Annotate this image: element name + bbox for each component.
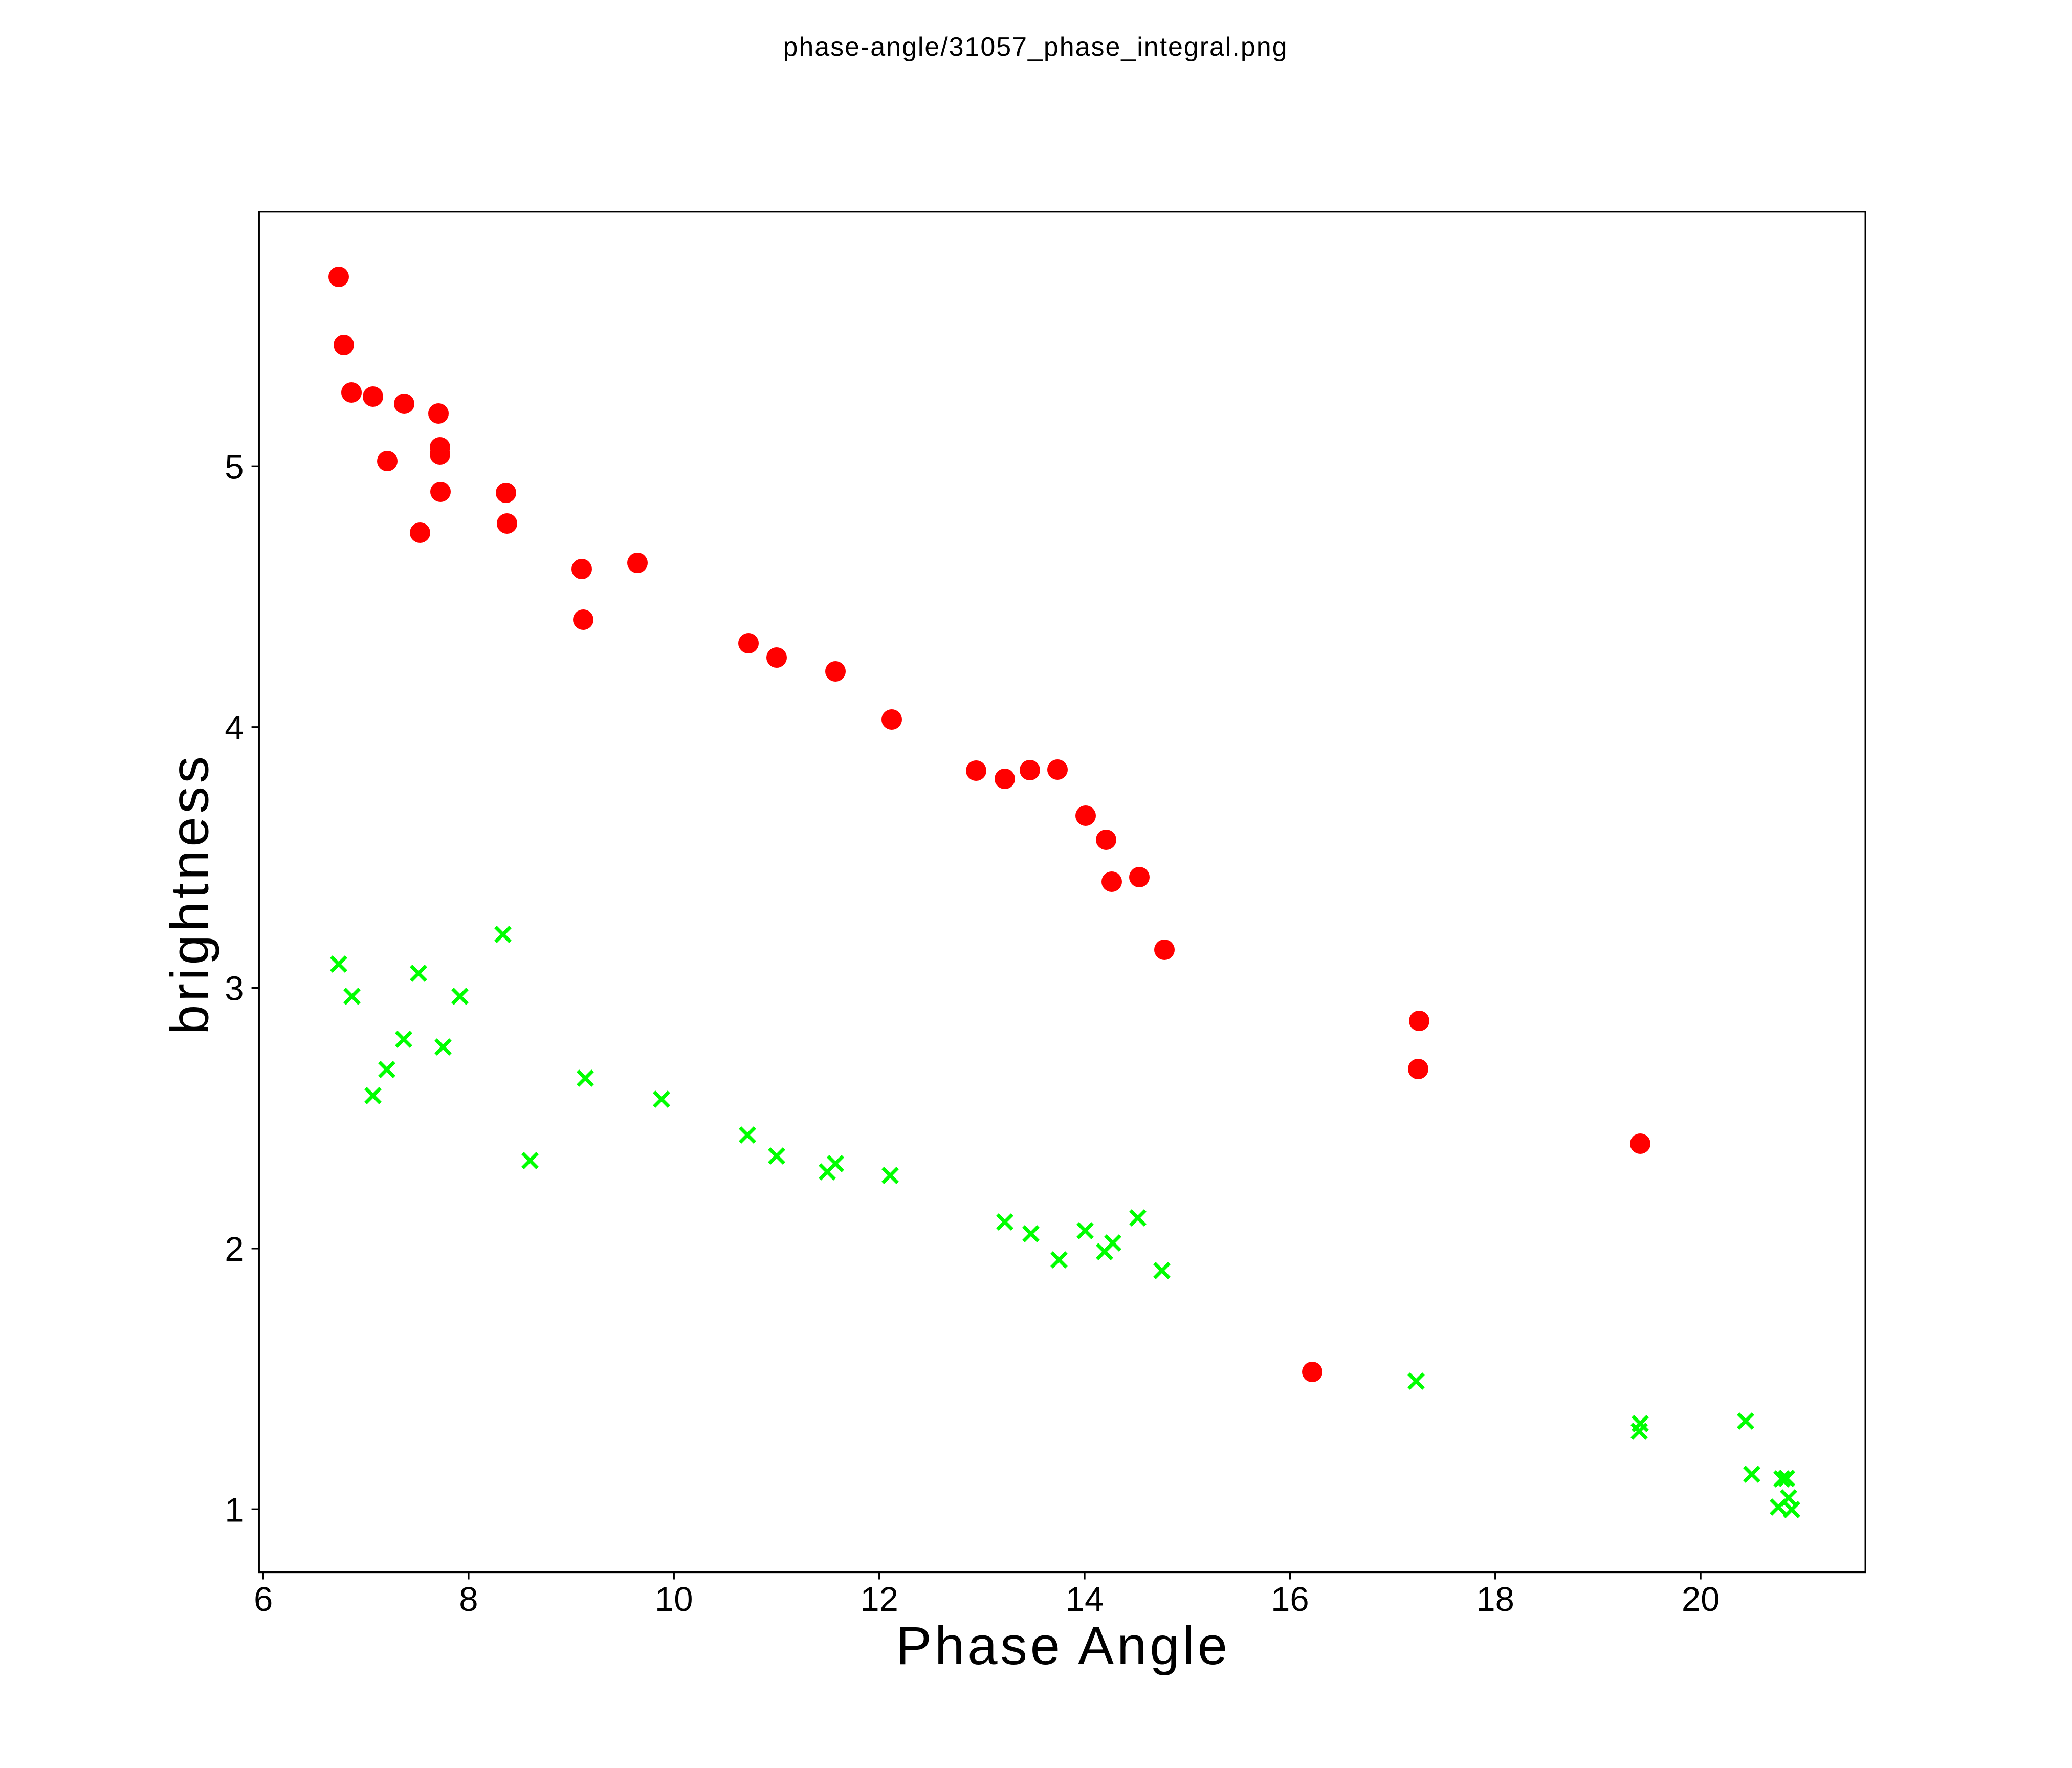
svg-text:phase-angle/31057_phase_integr: phase-angle/31057_phase_integral.png	[783, 32, 1287, 62]
svg-text:2: 2	[225, 1230, 244, 1269]
svg-text:10: 10	[655, 1580, 693, 1619]
svg-text:14: 14	[1066, 1580, 1104, 1619]
svg-text:1: 1	[225, 1491, 244, 1529]
svg-text:4: 4	[225, 709, 244, 747]
svg-text:20: 20	[1682, 1580, 1720, 1619]
svg-text:18: 18	[1476, 1580, 1514, 1619]
svg-text:6: 6	[254, 1580, 273, 1619]
svg-text:brightness: brightness	[160, 756, 220, 1035]
svg-text:5: 5	[225, 448, 244, 486]
svg-text:3: 3	[225, 969, 244, 1008]
svg-text:12: 12	[860, 1580, 898, 1619]
svg-text:16: 16	[1271, 1580, 1309, 1619]
svg-text:8: 8	[459, 1580, 478, 1619]
